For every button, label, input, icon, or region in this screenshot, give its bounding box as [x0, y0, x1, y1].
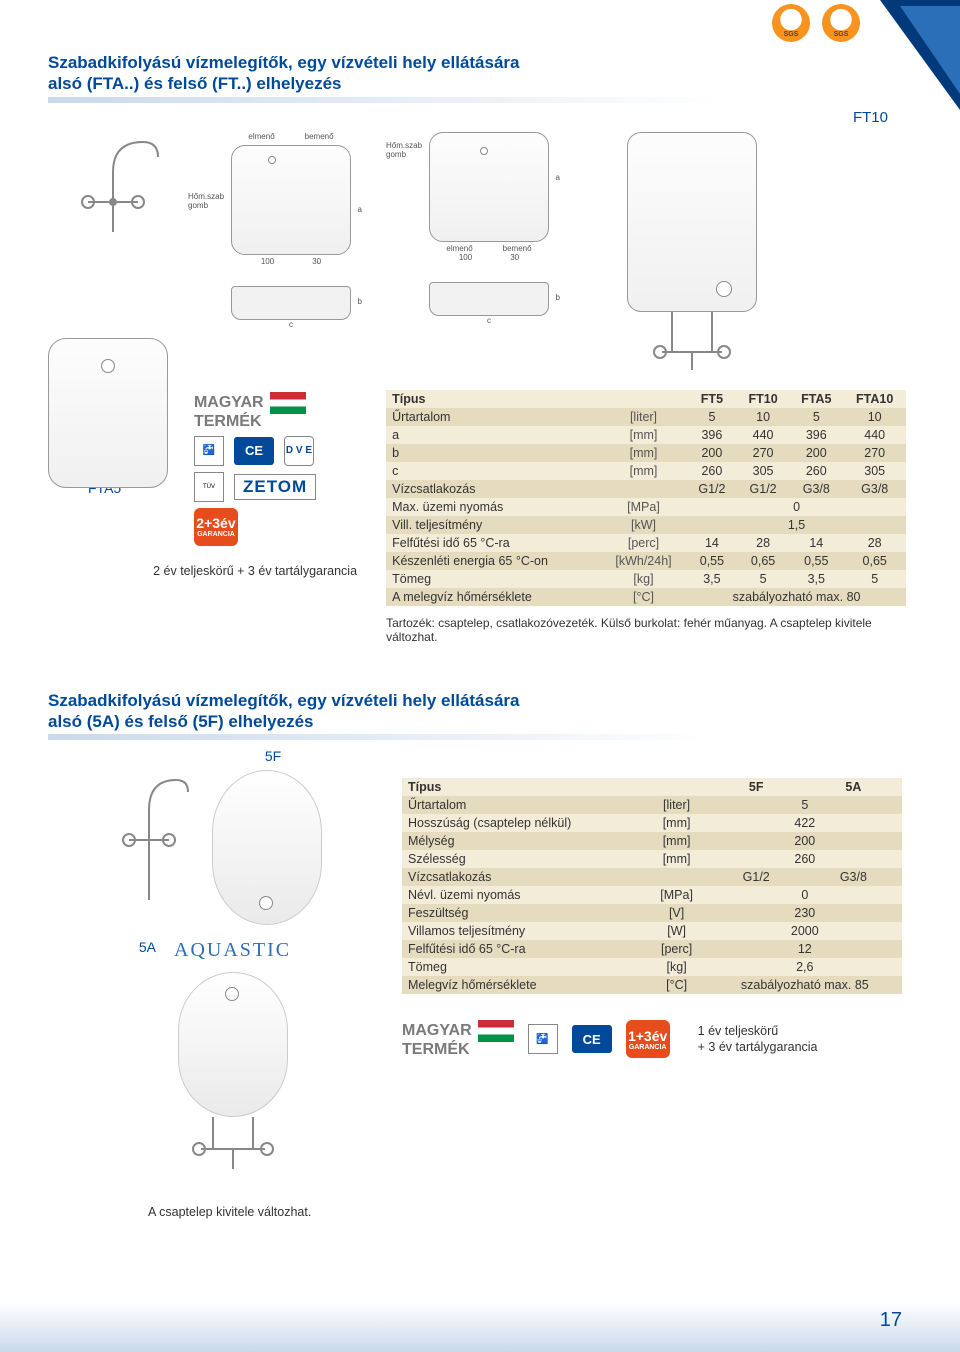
section2-bar: [48, 734, 888, 740]
page-number: 17: [880, 1309, 902, 1332]
garancia-badge2: 1+3év GARANCIA: [626, 1020, 670, 1058]
hu-flag-icon2: [478, 1020, 514, 1042]
photo-row-5f: [104, 770, 322, 925]
diagrams-row: elmenő bemenő Hőm.szab gomb a 100 30 b c: [48, 132, 912, 372]
page: SGS SGS Szabadkifolyású vízmelegítők, eg…: [0, 0, 960, 1352]
warranty-text: 2 év teljeskörű + 3 év tartálygarancia: [153, 564, 357, 578]
brand-row: 5A AQUASTIC: [135, 939, 291, 962]
magyar-termek-badge2: MAGYAR TERMÉK: [402, 1020, 514, 1058]
ft10-photo: [627, 132, 757, 312]
section1-right-col: TípusFT5FT10FTA5FTA10Űrtartalom[liter]51…: [386, 390, 912, 644]
elmeno-label: elmenő: [248, 132, 274, 141]
ft10-label: FT10: [48, 109, 888, 126]
corner-swoosh-inner: [900, 6, 960, 94]
fta5-knob-icon: [101, 359, 115, 373]
knob-5f-icon: [259, 896, 273, 910]
heater-box-top: Hőm.szab gomb a: [231, 145, 351, 255]
dim-a: a: [358, 205, 362, 214]
homszab-label: Hőm.szab gomb: [188, 192, 224, 210]
bemeno-label: bemenő: [305, 132, 334, 141]
knob-5a-icon: [225, 987, 239, 1001]
cert-row2: TÜV ZETOM: [194, 472, 316, 502]
faucet-icon: [58, 132, 168, 242]
heater-box-bottom: Hőm.szab gomb a: [429, 132, 549, 242]
aquastic-logo: AQUASTIC: [174, 939, 291, 962]
section2: Szabadkifolyású vízmelegítők, egy vízvét…: [48, 690, 912, 1220]
knob-icon2: [480, 147, 488, 155]
product-ft10: [602, 132, 782, 372]
photo-5a: [178, 972, 288, 1117]
bottom-note: A csaptelep kivitele változhat.: [148, 1205, 912, 1219]
fta5-photo: [48, 338, 168, 488]
bottom-badges: MAGYAR TERMÉK 🚰 CE 1+3év GARANCIA 1 év t…: [402, 1020, 902, 1058]
fta5-photo-block: [48, 338, 178, 488]
section2-left-col: 5F 5A AQUASTIC: [48, 748, 378, 1175]
bracket-bottom: b: [429, 282, 549, 316]
photo-5f: [212, 770, 322, 925]
tuv-badge: TÜV: [194, 472, 224, 502]
diagram-ft-top: elmenő bemenő Hőm.szab gomb a 100 30 b c: [206, 132, 376, 329]
homszab-label2: Hőm.szab gomb: [386, 141, 422, 159]
section1-title: Szabadkifolyású vízmelegítők, egy vízvét…: [48, 52, 912, 95]
sgs-badges: SGS SGS: [772, 4, 860, 42]
section2-row: 5F 5A AQUASTIC: [48, 748, 912, 1175]
io-labels2: elmenő bemenő: [446, 244, 531, 253]
dve-badge: D V E: [284, 436, 314, 466]
sgs-badge-1: SGS: [772, 4, 810, 42]
section1-title-l1: Szabadkifolyású vízmelegítők, egy vízvét…: [48, 53, 520, 72]
dim-labels2: 100 30: [459, 253, 519, 262]
ce-badge2: CE: [572, 1025, 612, 1053]
bottom-gradient: [0, 1302, 960, 1352]
section1-block: FTA5 MAGYAR TERMÉK 🚰 CE D V E TÜV ZETOM …: [148, 390, 912, 644]
diagram-fta-bottom: Hőm.szab gomb a elmenő bemenő 100 30 b c: [404, 132, 574, 325]
spec-table-2: Típus5F5AŰrtartalom[liter]5Hosszúság (cs…: [402, 778, 902, 994]
label-5f: 5F: [265, 748, 281, 764]
photo-5a-block: [173, 972, 293, 1175]
label-5a: 5A: [139, 939, 156, 955]
ft10-faucet-icon: [632, 312, 752, 372]
ce-badge: CE: [234, 437, 274, 465]
sgs-badge-2: SGS: [822, 4, 860, 42]
ft10-knob-icon: [716, 281, 732, 297]
tap-badge-icon: 🚰: [194, 436, 224, 466]
io-labels: elmenő bemenő: [248, 132, 333, 141]
section1-bar: [48, 97, 888, 103]
cert-row1: 🚰 CE D V E: [194, 436, 314, 466]
faucet-5a-icon: [173, 1117, 293, 1175]
zetom-badge: ZETOM: [234, 474, 316, 500]
warranty-text2: 1 év teljeskörű + 3 év tartálygarancia: [698, 1023, 818, 1056]
knob-icon: [268, 156, 276, 164]
bracket-top: b: [231, 286, 351, 320]
dim-a2: a: [556, 173, 560, 182]
spec-table-1: TípusFT5FT10FTA5FTA10Űrtartalom[liter]51…: [386, 390, 906, 606]
badge-stack: MAGYAR TERMÉK 🚰 CE D V E TÜV ZETOM 2+3év…: [194, 392, 316, 546]
tap-badge-icon2: 🚰: [528, 1024, 558, 1054]
section2-title: Szabadkifolyású vízmelegítők, egy vízvét…: [48, 690, 912, 733]
section1-title-l2: alsó (FTA..) és felső (FT..) elhelyezés: [48, 74, 341, 93]
diagram-fta: [48, 132, 178, 242]
faucet-5f-icon: [104, 770, 194, 910]
hu-flag-icon: [270, 392, 306, 414]
magyar-termek-badge: MAGYAR TERMÉK: [194, 392, 306, 430]
section1-footnote: Tartozék: csaptelep, csatlakozóvezeték. …: [386, 616, 912, 644]
section2-right-col: Típus5F5AŰrtartalom[liter]5Hosszúság (cs…: [402, 778, 902, 1058]
garancia-badge: 2+3év GARANCIA: [194, 508, 238, 546]
dim-labels: 100 30: [261, 257, 321, 266]
section1-left-col: FTA5 MAGYAR TERMÉK 🚰 CE D V E TÜV ZETOM …: [148, 390, 362, 578]
